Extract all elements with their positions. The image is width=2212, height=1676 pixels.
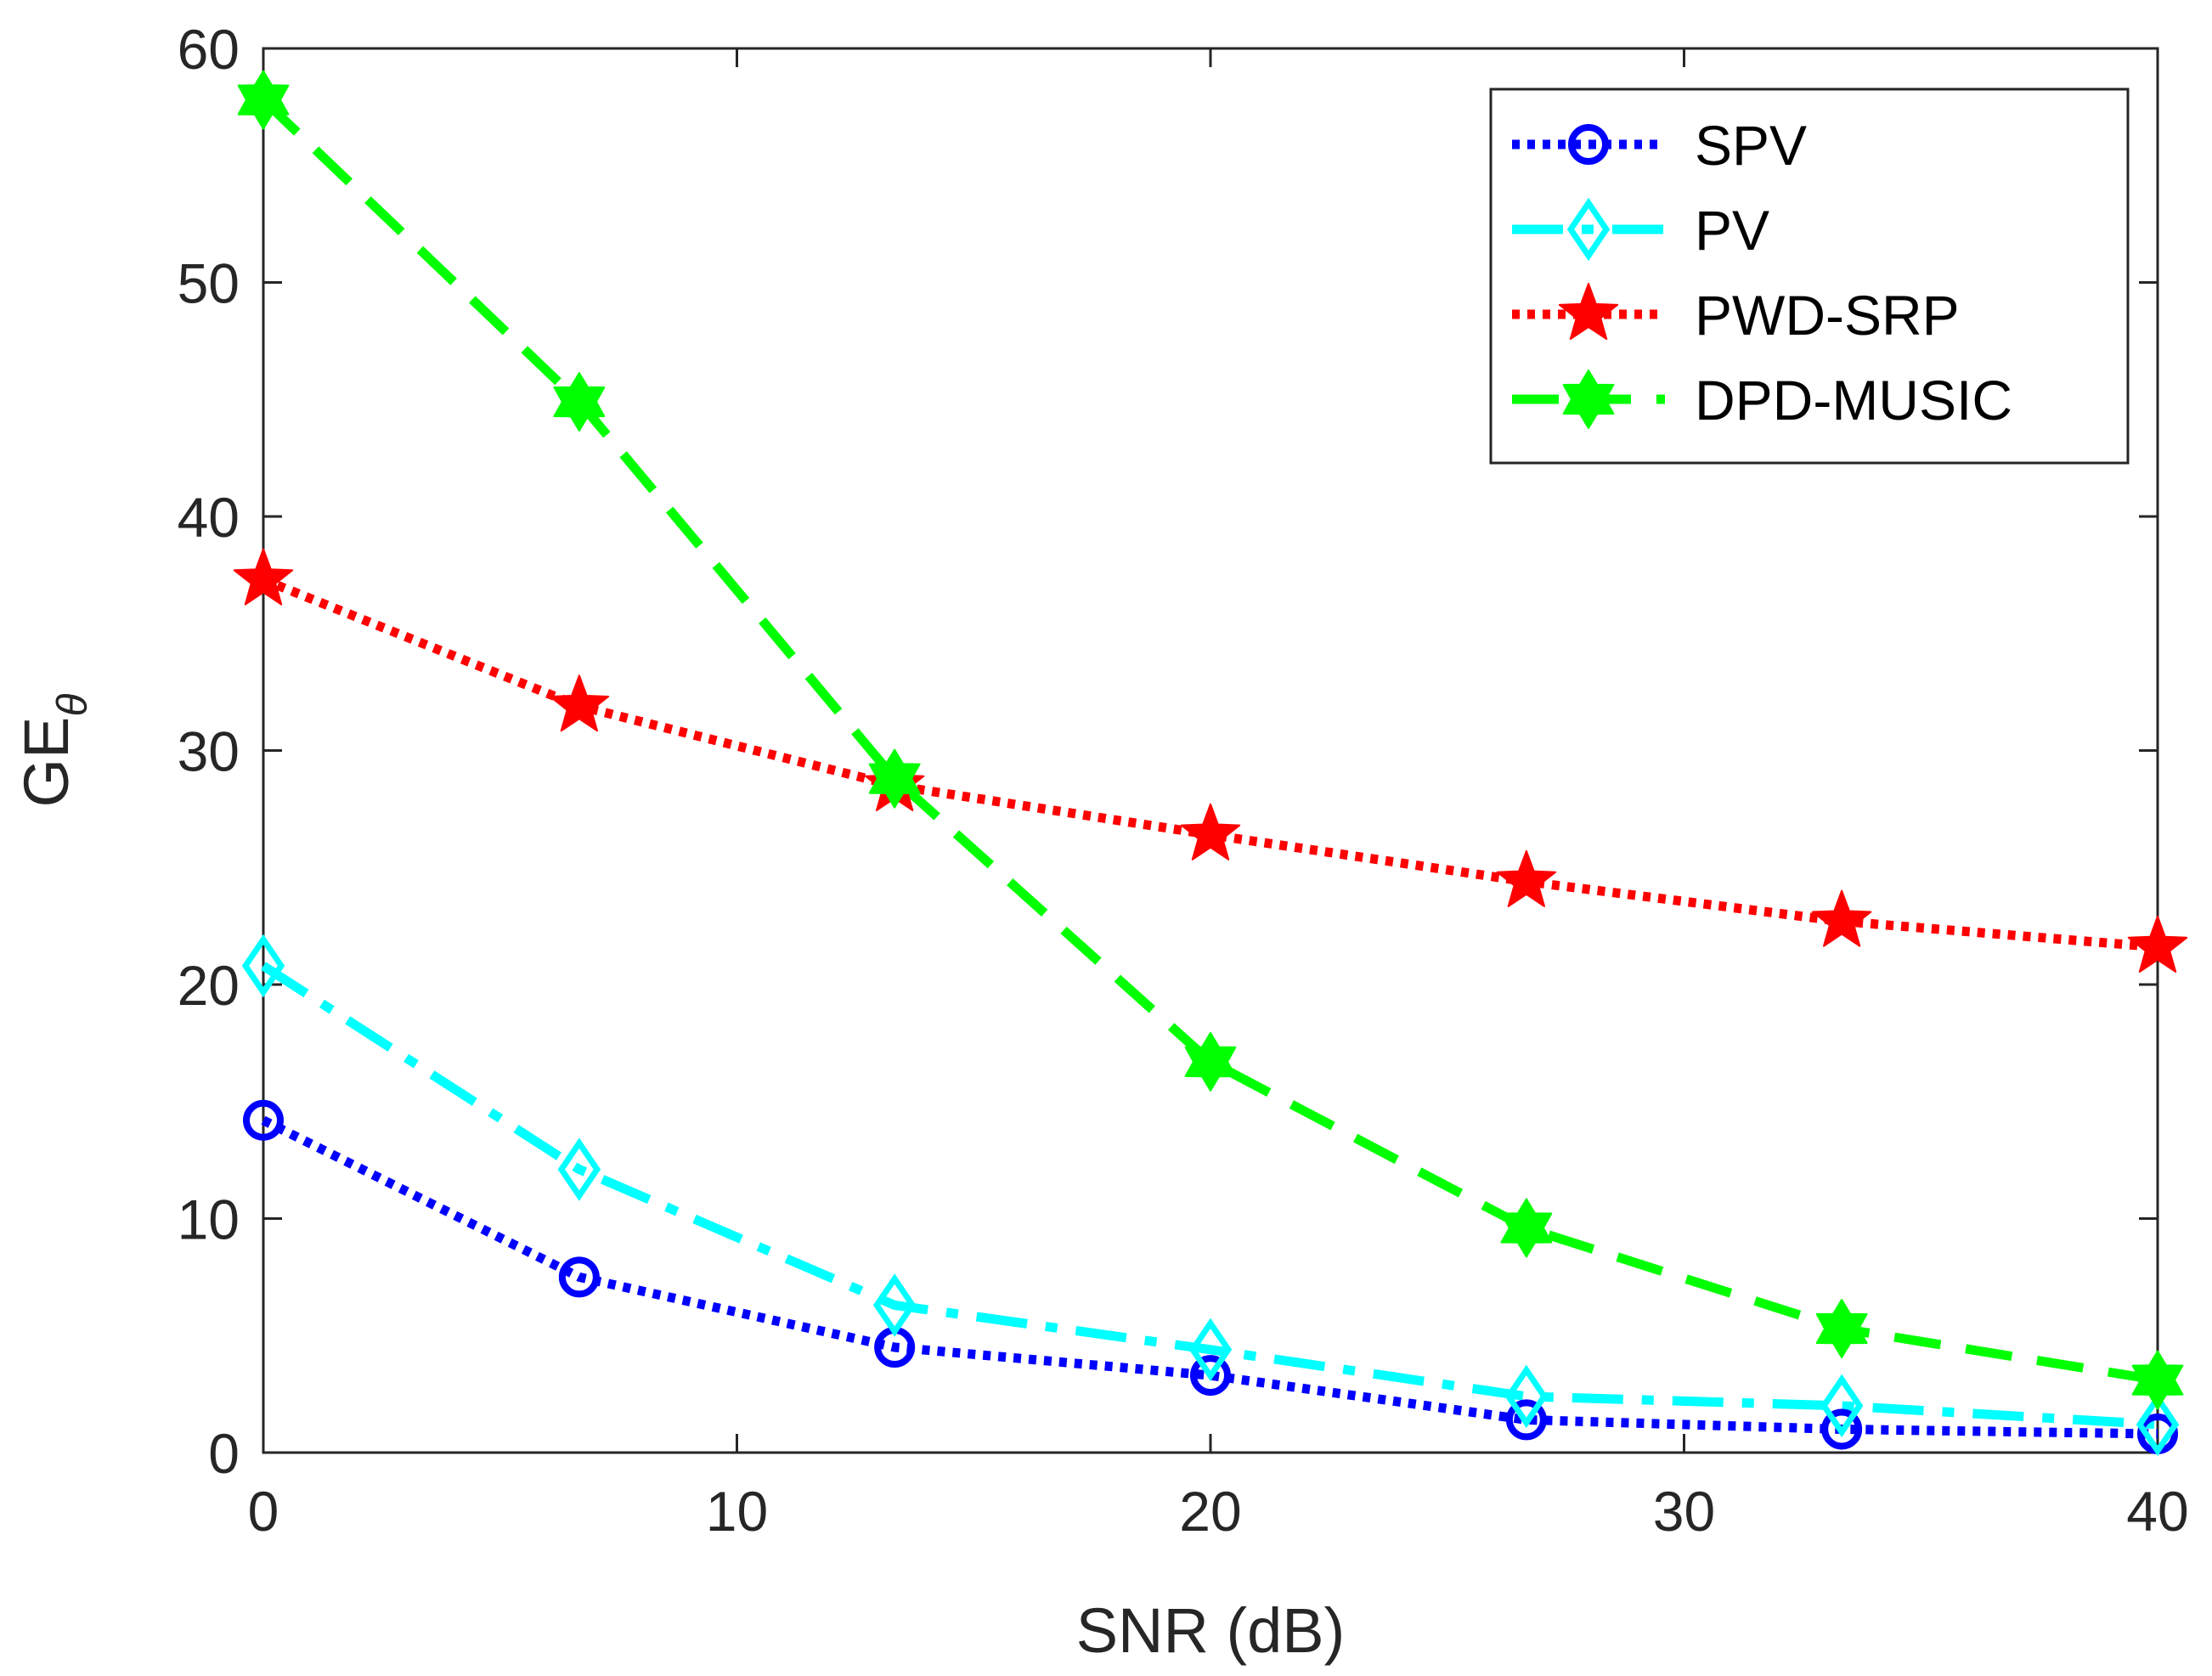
data-point-pwd-srp [2127,915,2188,973]
legend-label-dpd-music: DPD-MUSIC [1695,369,2012,432]
data-point-spv [1505,1399,1547,1441]
x-tick-label: 30 [1653,1480,1715,1543]
data-point-spv [1190,1355,1231,1397]
x-tick-label: 0 [248,1480,279,1543]
data-point-dpd-music [2131,1350,2184,1410]
svg-text:GEθ: GEθ [11,693,96,807]
data-point-pv [557,1137,601,1201]
tick-labels: 0 10 20 30 40 0 10 20 30 40 50 60 [178,18,2189,1543]
data-point-pv [1820,1374,1864,1438]
data-point-dpd-music [868,748,921,809]
data-point-spv [1821,1408,1863,1450]
y-axis-label-subscript: θ [48,693,96,716]
data-point-dpd-music [1184,1031,1237,1092]
y-tick-label: 20 [178,954,240,1017]
y-tick-label: 60 [178,18,240,81]
data-point-pv [1504,1364,1549,1429]
legend-marker-spv [1568,124,1609,165]
legend-label-pwd-srp: PWD-SRP [1695,284,1960,347]
y-tick-label: 30 [178,720,240,783]
plot-area [233,47,2188,1457]
legend-marker-pwd-srp [1558,283,1619,341]
x-axis-label: SNR (dB) [1076,1595,1346,1666]
legend: SPV PV PWD-SRP DPD-MUSIC [1489,87,2130,465]
data-point-spv [558,1256,600,1298]
data-point-pv [1188,1318,1233,1382]
data-point-dpd-music [1815,1299,1868,1358]
series-line-pv [261,962,2158,1430]
legend-marker-pv [1566,197,1611,262]
y-axis-label: GEθ [11,693,96,807]
data-point-pv [241,934,285,998]
x-tick-label: 10 [706,1480,768,1543]
data-point-pwd-srp [1180,803,1241,861]
data-point-pwd-srp [233,548,294,606]
data-point-dpd-music [1500,1198,1553,1258]
x-tick-label: 40 [2126,1480,2188,1543]
data-point-pwd-srp [549,674,610,732]
y-tick-label: 40 [178,486,240,549]
series-markers [233,70,2188,1457]
data-point-pwd-srp [1496,849,1557,907]
y-tick-label: 50 [178,252,240,315]
legend-marker-dpd-music [1562,370,1615,429]
data-point-pv [2136,1392,2180,1457]
data-point-pwd-srp [1811,889,1872,947]
legend-label-pv: PV [1695,199,1769,262]
y-axis-label-main: GE [11,717,82,808]
data-point-dpd-music [553,372,606,432]
x-tick-label: 20 [1179,1480,1241,1543]
y-tick-label: 0 [208,1422,240,1485]
data-point-pv [872,1273,917,1337]
y-tick-label: 10 [178,1188,240,1251]
data-point-dpd-music [237,70,290,130]
data-point-spv [243,1099,284,1141]
legend-label-spv: SPV [1695,114,1807,177]
